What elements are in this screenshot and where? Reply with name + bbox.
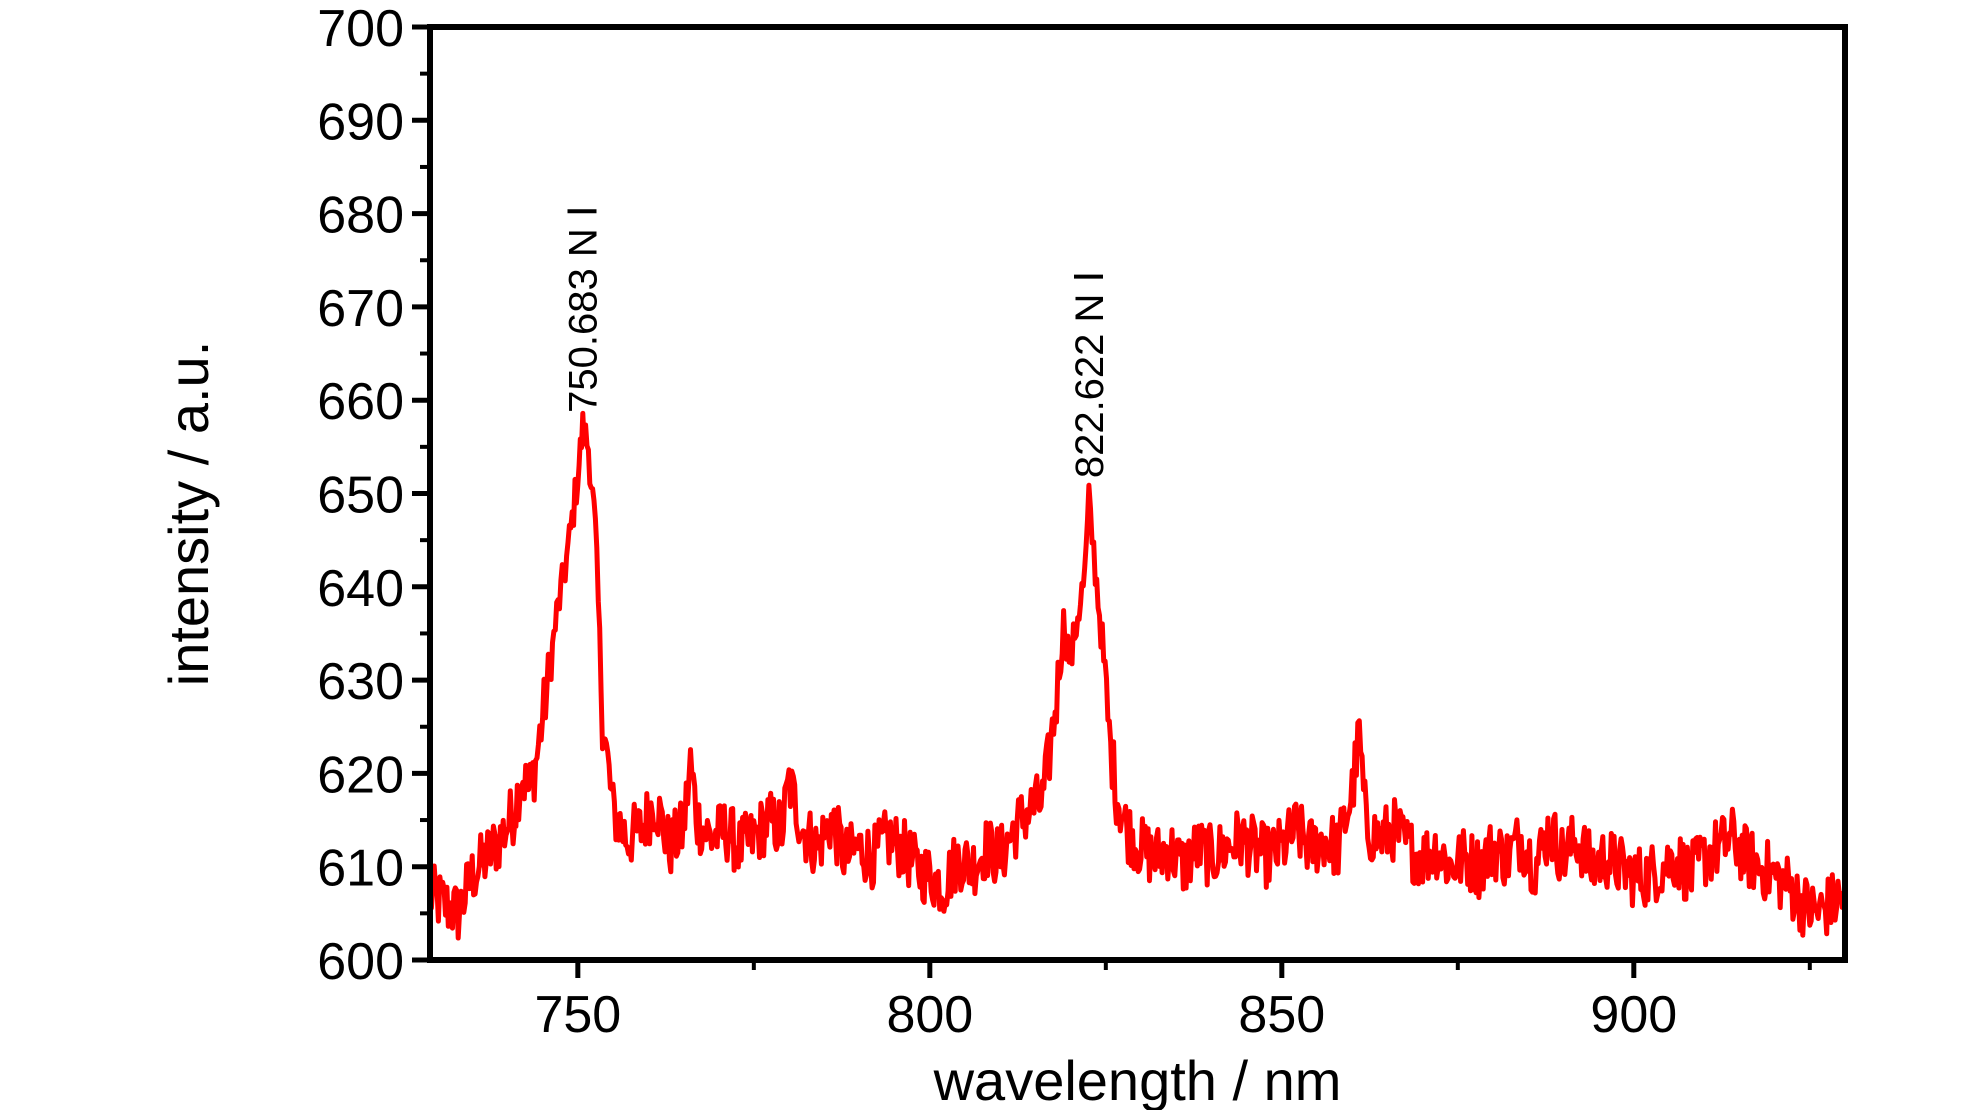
x-axis-title: wavelength / nm: [933, 1049, 1342, 1110]
peak-annotation: 822.622 N Ⅰ: [1068, 271, 1112, 479]
y-tick-label: 630: [317, 653, 404, 711]
y-tick-label: 650: [317, 467, 404, 525]
y-tick-label: 670: [317, 280, 404, 338]
y-axis-title: intensity / a.u.: [157, 341, 220, 687]
plot-frame: [427, 24, 1848, 963]
annotations-layer: 750.683 N Ⅰ 822.622 N Ⅰ: [562, 205, 1112, 478]
x-tick-label: 900: [1590, 986, 1677, 1044]
x-tick-label: 800: [886, 986, 973, 1044]
y-tick-label: 600: [317, 933, 404, 991]
y-tick-label: 660: [317, 373, 404, 431]
y-tick-label: 680: [317, 187, 404, 245]
y-tick-label: 620: [317, 746, 404, 804]
y-tick-label: 610: [317, 840, 404, 898]
x-axis-ticks: 750 800 850 900: [534, 960, 1812, 1044]
y-tick-label: 690: [317, 93, 404, 151]
y-tick-label: 640: [317, 560, 404, 618]
peak-annotation: 750.683 N Ⅰ: [562, 205, 606, 413]
x-tick-label: 850: [1238, 986, 1325, 1044]
spectrum-line: [427, 410, 1847, 941]
y-tick-label: 700: [317, 0, 404, 58]
y-axis-ticks: 600 610 620 630 640 650 660 670 680 690 700: [317, 0, 430, 991]
series-layer: [427, 410, 1847, 941]
x-tick-label: 750: [534, 986, 621, 1044]
